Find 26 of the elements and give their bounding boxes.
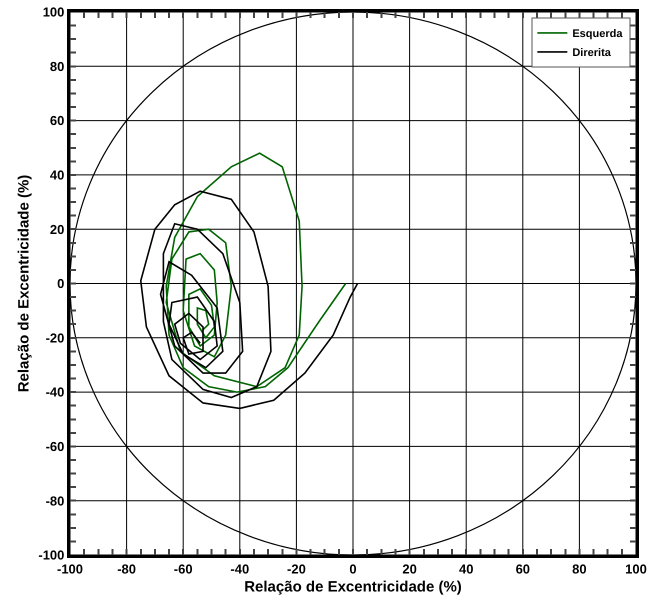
- y-tick-label: -60: [46, 438, 64, 454]
- y-tick-label: 0: [57, 276, 64, 292]
- y-tick-label: 80: [50, 58, 64, 74]
- y-tick-label: -80: [46, 493, 64, 508]
- y-tick-label: -40: [46, 384, 64, 400]
- x-tick-label: -60: [174, 562, 193, 577]
- x-tick-label: 100: [625, 562, 647, 577]
- y-tick-label: -20: [46, 330, 64, 346]
- y-axis-title: Relação de Excentricidade (%): [16, 174, 33, 392]
- y-tick-label: 60: [50, 113, 64, 128]
- x-tick-label: 40: [458, 562, 474, 577]
- x-tick-label: -40: [230, 562, 250, 577]
- x-axis-title: Relação de Excentricidade (%): [244, 578, 462, 596]
- legend-label: Esquerda: [572, 28, 624, 40]
- x-tick-label: -20: [287, 562, 306, 577]
- legend-label: Direrita: [572, 47, 612, 60]
- y-tick-label: -100: [38, 548, 64, 563]
- line-series: [165, 152, 346, 393]
- y-tick-label: 20: [50, 222, 64, 237]
- x-tick-label: 60: [516, 562, 530, 577]
- x-tick-label: 80: [572, 562, 587, 577]
- y-tick-label: 40: [50, 167, 64, 182]
- y-tick-label: 100: [42, 4, 64, 20]
- x-tick-label: 0: [349, 562, 357, 577]
- x-tick-label: 20: [402, 562, 417, 577]
- x-tick-label: -80: [117, 562, 136, 577]
